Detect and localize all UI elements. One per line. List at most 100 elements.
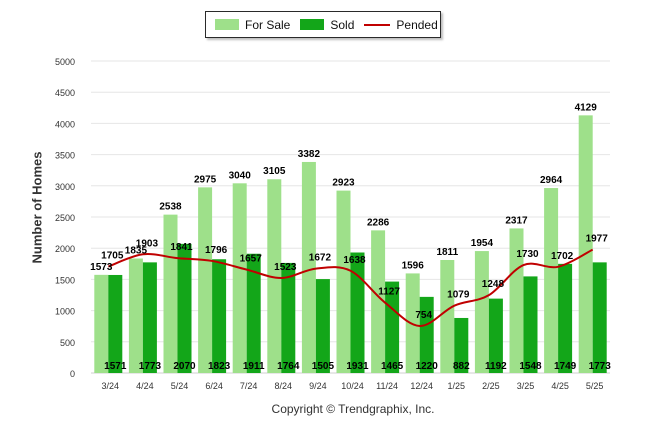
sold-data-label: 1773 — [589, 361, 612, 372]
for-sale-data-label: 1811 — [436, 247, 458, 258]
legend-sold-label: Sold — [330, 17, 355, 32]
sold-data-label: 882 — [453, 361, 470, 372]
x-tick-label: 5/25 — [586, 381, 604, 391]
x-tick-label: 2/25 — [482, 381, 500, 391]
x-tick-label: 10/24 — [341, 381, 364, 391]
for-sale-data-label: 3382 — [298, 149, 321, 160]
for-sale-bar — [371, 230, 386, 373]
pended-data-label: 1702 — [551, 251, 574, 262]
for-sale-data-label: 1954 — [471, 238, 494, 249]
y-tick-label: 5000 — [55, 57, 75, 67]
pended-data-label: 1730 — [516, 249, 539, 260]
sold-data-label: 1931 — [346, 361, 369, 372]
x-tick-label: 5/24 — [171, 381, 189, 391]
y-tick-label: 2000 — [55, 244, 75, 254]
y-tick-label: 4500 — [55, 88, 75, 98]
sold-bar — [281, 262, 296, 373]
x-tick-label: 7/24 — [240, 381, 258, 391]
y-tick-label: 0 — [70, 369, 75, 379]
y-axis-title: Number of Homes — [29, 151, 45, 264]
for-sale-data-label: 2317 — [505, 215, 528, 226]
chart-legend: For Sale Sold Pended — [205, 11, 441, 38]
for-sale-data-label: 2975 — [194, 174, 217, 185]
sold-bar — [315, 279, 330, 373]
sold-bar — [488, 298, 503, 373]
for-sale-data-label: 2964 — [540, 175, 563, 186]
for-sale-bar — [301, 161, 316, 373]
y-tick-label: 3500 — [55, 151, 75, 161]
y-tick-label: 1000 — [55, 307, 75, 317]
x-tick-label: 8/24 — [275, 381, 293, 391]
legend-item-pended[interactable]: Pended — [364, 17, 438, 32]
x-tick-label: 12/24 — [410, 381, 433, 391]
y-tick-label: 2500 — [55, 213, 75, 223]
pended-data-label: 1248 — [482, 279, 505, 290]
sold-bar — [108, 274, 123, 373]
legend-for-sale-label: For Sale — [245, 17, 291, 32]
sold-bar — [246, 253, 261, 373]
x-tick-label: 4/24 — [136, 381, 154, 391]
sold-data-label: 1571 — [104, 361, 127, 372]
sold-bar — [212, 259, 227, 373]
copyright-text: Copyright © Trendgraphix, Inc. — [271, 402, 435, 416]
y-tick-label: 3000 — [55, 182, 75, 192]
pended-data-label: 754 — [415, 310, 432, 321]
sold-bar — [523, 276, 538, 373]
for-sale-data-label: 1596 — [402, 260, 425, 271]
for-sale-data-label: 2286 — [367, 217, 390, 228]
pended-data-label: 1796 — [205, 245, 228, 256]
sold-bar — [419, 296, 434, 373]
legend-item-sold[interactable]: Sold — [300, 18, 354, 32]
sold-data-label: 1465 — [381, 361, 404, 372]
sold-data-label: 1548 — [519, 361, 542, 372]
for-sale-bar — [544, 188, 559, 373]
for-sale-data-label: 1573 — [90, 262, 113, 273]
for-sale-bar — [163, 214, 178, 373]
legend-item-for-sale[interactable]: For Sale — [215, 18, 290, 32]
y-tick-label: 1500 — [55, 275, 75, 285]
sold-bar — [592, 262, 607, 373]
sold-data-label: 1192 — [485, 361, 507, 372]
y-tick-label: 4000 — [55, 119, 75, 129]
pended-series-line — [107, 248, 594, 327]
for-sale-bar — [267, 179, 282, 373]
x-tick-label: 11/24 — [376, 381, 398, 391]
pended-data-label: 1638 — [343, 255, 366, 266]
for-sale-bar — [509, 228, 524, 373]
pended-data-label: 1841 — [170, 242, 193, 253]
sold-data-label: 1773 — [139, 361, 162, 372]
for-sale-data-label: 2923 — [332, 178, 355, 189]
sold-data-label: 1505 — [312, 361, 335, 372]
for-sale-bar — [474, 251, 489, 373]
for-sale-data-label: 3105 — [263, 166, 286, 177]
pended-data-label: 1672 — [309, 253, 332, 264]
x-tick-label: 3/24 — [102, 381, 120, 391]
for-sale-bar — [94, 274, 109, 373]
x-tick-label: 6/24 — [205, 381, 223, 391]
legend-pended-label: Pended — [396, 17, 438, 32]
for-sale-bar — [128, 258, 143, 373]
for-sale-data-label: 2538 — [159, 202, 182, 213]
pended-data-label: 1977 — [586, 234, 609, 245]
sold-data-label: 1220 — [416, 361, 439, 372]
sold-bar — [558, 263, 573, 373]
sold-data-label: 1749 — [554, 361, 577, 372]
for-sale-data-label: 4129 — [575, 102, 598, 113]
x-tick-label: 3/25 — [517, 381, 535, 391]
sold-swatch-icon — [300, 19, 325, 30]
pended-line-swatch-icon — [364, 23, 391, 26]
pended-data-label: 1079 — [447, 290, 470, 301]
for-sale-bar — [336, 190, 351, 373]
pended-data-label: 1705 — [101, 251, 124, 262]
x-tick-label: 4/25 — [551, 381, 569, 391]
for-sale-bar — [198, 187, 213, 373]
for-sale-bar — [440, 259, 455, 373]
pended-data-label: 1523 — [274, 262, 297, 273]
x-tick-label: 9/24 — [309, 381, 327, 391]
y-tick-label: 500 — [60, 338, 75, 348]
sold-data-label: 1823 — [208, 361, 231, 372]
for-sale-bar — [232, 183, 247, 373]
sold-bar — [454, 317, 469, 373]
sold-bar — [177, 243, 192, 373]
